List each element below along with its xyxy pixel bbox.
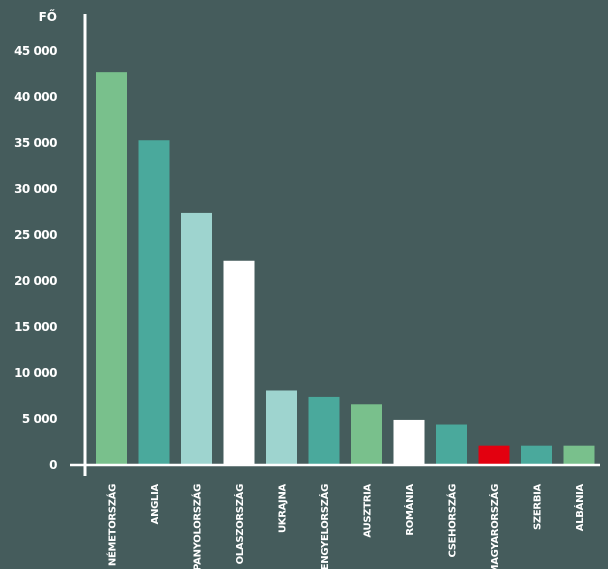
bar — [181, 212, 212, 465]
y-tick-label: 25 000 — [14, 228, 57, 242]
category-label: AUSZTRIA — [363, 483, 374, 537]
category-label: SZERBIA — [533, 483, 544, 530]
y-tick-label: 5 000 — [22, 412, 57, 426]
y-tick-label: 45 000 — [14, 44, 57, 58]
category-label: ANGLIA — [150, 483, 161, 524]
bar — [351, 404, 382, 465]
category-label: ALBÁNIA — [573, 483, 586, 531]
category-labels: NÉMETORSZÁG ANGLIA SPANYOLORSZÁG OLASZORSZÁ… — [106, 483, 587, 569]
bar — [266, 390, 297, 465]
y-tick-label: 10 000 — [14, 366, 57, 380]
bar — [96, 72, 127, 465]
category-label: MAGYARORSZÁG — [488, 484, 501, 569]
y-axis-ticks: 0 5 000 10 000 15 000 20 000 25 000 30 000 35 0… — [14, 44, 58, 472]
y-tick-label: 0 — [49, 458, 57, 472]
bars-group — [96, 72, 595, 466]
y-tick-label: 15 000 — [14, 320, 57, 334]
bar — [308, 396, 340, 465]
category-label: ROMÁNIA — [403, 483, 416, 535]
bar — [478, 445, 510, 465]
category-label: CSEHORSZÁG — [446, 484, 459, 558]
bar — [436, 424, 467, 465]
category-label: OLASZORSZÁG — [233, 484, 246, 564]
bar — [521, 445, 552, 465]
category-label: NÉMETORSZÁG — [106, 484, 119, 566]
y-axis-unit-label: FŐ — [39, 9, 57, 24]
bar — [563, 445, 595, 465]
y-tick-label: 35 000 — [14, 136, 57, 150]
category-label: SPANYOLORSZÁG — [191, 484, 204, 569]
category-label: UKRAJNA — [278, 483, 289, 533]
category-label: LENGYELORSZÁG — [318, 484, 331, 569]
bar — [138, 140, 170, 466]
y-tick-label: 20 000 — [14, 274, 57, 288]
bar — [223, 260, 255, 465]
y-tick-label: 40 000 — [14, 90, 57, 104]
bar — [393, 419, 425, 465]
y-tick-label: 30 000 — [14, 182, 57, 196]
